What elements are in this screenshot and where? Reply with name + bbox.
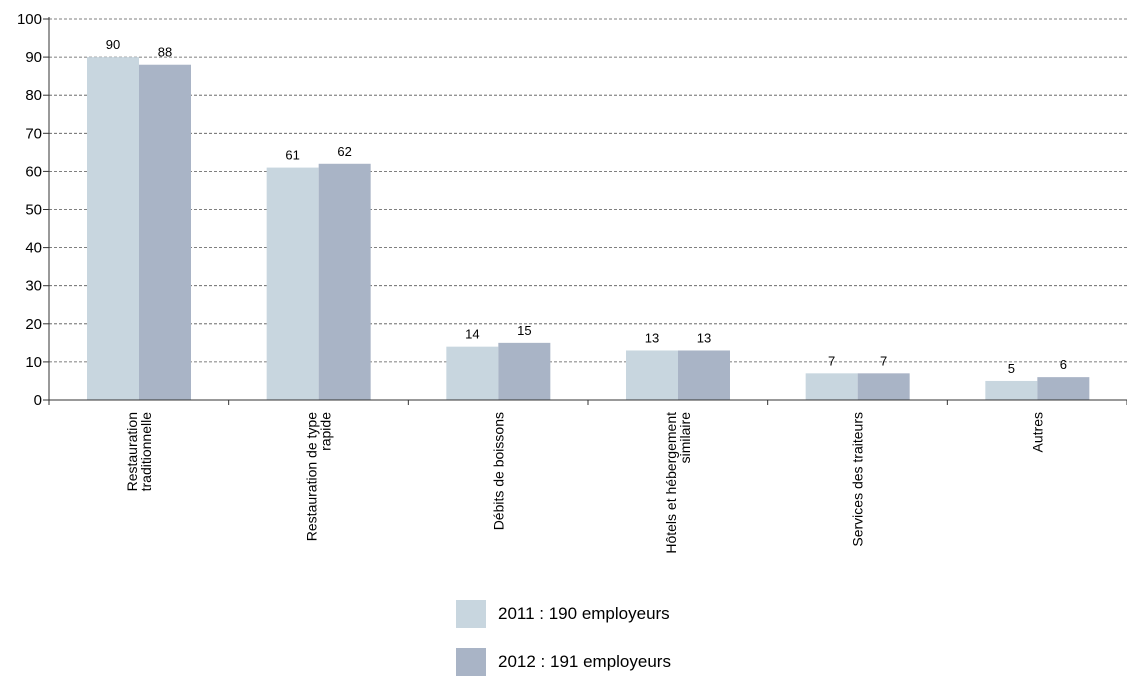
bar-data-labels: 90 88 61 62 14 15 13 13 7 7 5 6 [106,37,1067,376]
bar-2-0 [446,346,499,400]
bar-label-1-1: 62 [337,144,351,159]
bar-label-0-0: 90 [106,37,120,52]
x-category-label-3-1: similaire [677,412,693,464]
x-category-label-0-1: traditionnelle [138,412,154,492]
legend-item-2012: 2012 : 191 employeurs [456,648,671,676]
bar-label-3-1: 13 [697,330,711,345]
y-tick-label-0: 0 [34,392,42,409]
bar-5-0 [985,380,1038,400]
bar-2-1 [498,342,551,400]
grid-lines [49,18,1127,363]
bar-label-2-1: 15 [517,323,531,338]
x-category-label-0-0: Restauration [124,412,140,491]
y-axis-ticks: 0 10 20 30 40 50 60 70 80 90 100 [17,11,49,409]
legend-label-2012: 2012 : 191 employeurs [498,652,671,671]
bar-1-1 [318,163,371,400]
bar-label-4-0: 7 [828,353,835,368]
bar-3-0 [626,350,678,400]
y-tick-label-90: 90 [25,49,42,66]
bar-label-4-1: 7 [880,353,887,368]
x-category-label-2-0: Débits de boissons [490,412,506,530]
bar-4-1 [857,373,910,400]
y-tick-label-60: 60 [25,163,42,180]
y-tick-label-50: 50 [25,202,42,219]
x-category-label-1-1: rapide [318,412,334,451]
legend-label-2011: 2011 : 190 employeurs [498,604,670,623]
bar-1-0 [266,167,319,400]
bar-4-0 [805,373,858,400]
bar-label-1-0: 61 [285,148,299,163]
y-tick-label-100: 100 [17,11,42,28]
axes [48,17,1127,405]
x-category-label-3-0: Hôtels et hébergement [663,412,679,554]
x-category-label-4-0: Services des traiteurs [850,412,866,547]
bar-chart: 0 10 20 30 40 50 60 70 80 90 100 90 88 61 62 14 15 13 13 7… [17,11,1127,554]
legend-swatch-2012 [456,648,486,676]
y-tick-label-20: 20 [25,316,42,333]
bar-label-0-1: 88 [158,45,172,60]
bar-label-5-1: 6 [1060,357,1067,372]
bars [87,57,1090,400]
bar-0-0 [87,57,139,400]
bar-0-1 [139,64,191,400]
y-tick-label-80: 80 [25,87,42,104]
y-tick-label-30: 30 [25,278,42,295]
bar-label-5-0: 5 [1008,361,1015,376]
legend-item-2011: 2011 : 190 employeurs [456,600,671,628]
y-tick-label-40: 40 [25,240,42,257]
legend: 2011 : 190 employeurs 2012 : 191 employe… [456,600,671,696]
bar-label-3-0: 13 [645,330,659,345]
legend-swatch-2011 [456,600,486,628]
bar-3-1 [678,350,730,400]
y-tick-label-70: 70 [25,125,42,142]
x-category-label-1-0: Restauration de type [304,412,320,541]
y-tick-label-10: 10 [25,354,42,371]
bar-label-2-0: 14 [465,327,479,342]
bar-5-1 [1037,377,1090,400]
x-category-label-5-0: Autres [1029,412,1045,452]
